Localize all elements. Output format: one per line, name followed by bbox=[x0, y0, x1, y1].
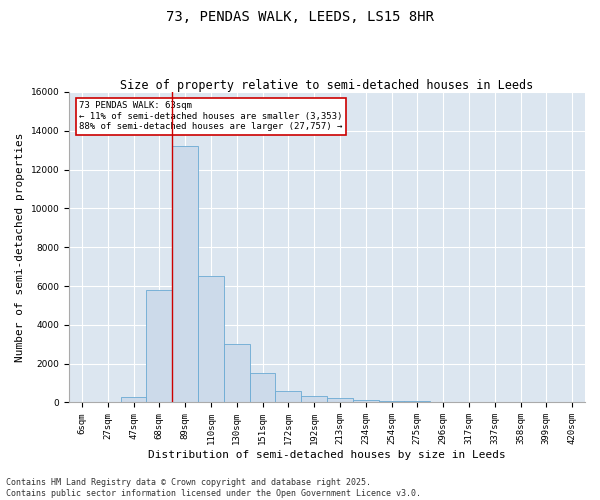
Bar bbox=[353, 400, 379, 402]
Bar bbox=[224, 344, 250, 403]
Bar bbox=[250, 374, 275, 402]
Bar bbox=[379, 400, 404, 402]
Text: 73 PENDAS WALK: 63sqm
← 11% of semi-detached houses are smaller (3,353)
88% of s: 73 PENDAS WALK: 63sqm ← 11% of semi-deta… bbox=[79, 102, 343, 131]
Bar bbox=[121, 396, 146, 402]
Bar bbox=[301, 396, 327, 402]
Text: Contains HM Land Registry data © Crown copyright and database right 2025.
Contai: Contains HM Land Registry data © Crown c… bbox=[6, 478, 421, 498]
Bar bbox=[404, 401, 430, 402]
Title: Size of property relative to semi-detached houses in Leeds: Size of property relative to semi-detach… bbox=[121, 79, 533, 92]
Y-axis label: Number of semi-detached properties: Number of semi-detached properties bbox=[15, 132, 25, 362]
Bar bbox=[275, 391, 301, 402]
X-axis label: Distribution of semi-detached houses by size in Leeds: Distribution of semi-detached houses by … bbox=[148, 450, 506, 460]
Bar bbox=[327, 398, 353, 402]
Bar bbox=[146, 290, 172, 403]
Bar bbox=[198, 276, 224, 402]
Text: 73, PENDAS WALK, LEEDS, LS15 8HR: 73, PENDAS WALK, LEEDS, LS15 8HR bbox=[166, 10, 434, 24]
Bar bbox=[172, 146, 198, 402]
